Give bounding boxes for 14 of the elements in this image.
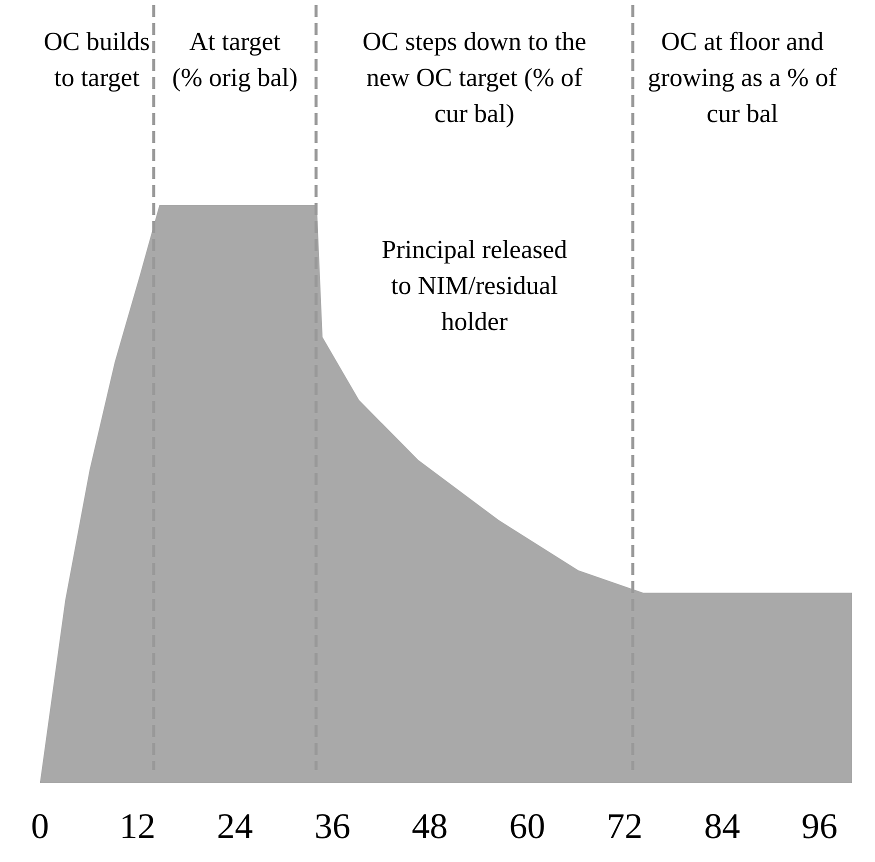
x-tick-label: 36 bbox=[314, 806, 350, 846]
x-tick-label: 12 bbox=[119, 806, 156, 846]
x-tick-label: 60 bbox=[509, 806, 546, 846]
x-tick-label: 0 bbox=[31, 806, 49, 846]
x-tick-label: 48 bbox=[412, 806, 448, 846]
x-tick-label: 96 bbox=[802, 806, 838, 846]
text: At target (% orig bal) bbox=[172, 27, 298, 92]
text: OC steps down to the new OC target (% of cur bal) bbox=[362, 27, 586, 128]
annotation: Principal released to NIM/residual holder bbox=[382, 235, 568, 336]
text: OC at floor and growing as a % of cur bal bbox=[648, 27, 838, 128]
x-tick-label: 72 bbox=[606, 806, 643, 846]
x-tick-label: 24 bbox=[216, 806, 253, 846]
x-tick-label: 84 bbox=[704, 806, 740, 846]
text: OC builds to target bbox=[44, 27, 150, 92]
